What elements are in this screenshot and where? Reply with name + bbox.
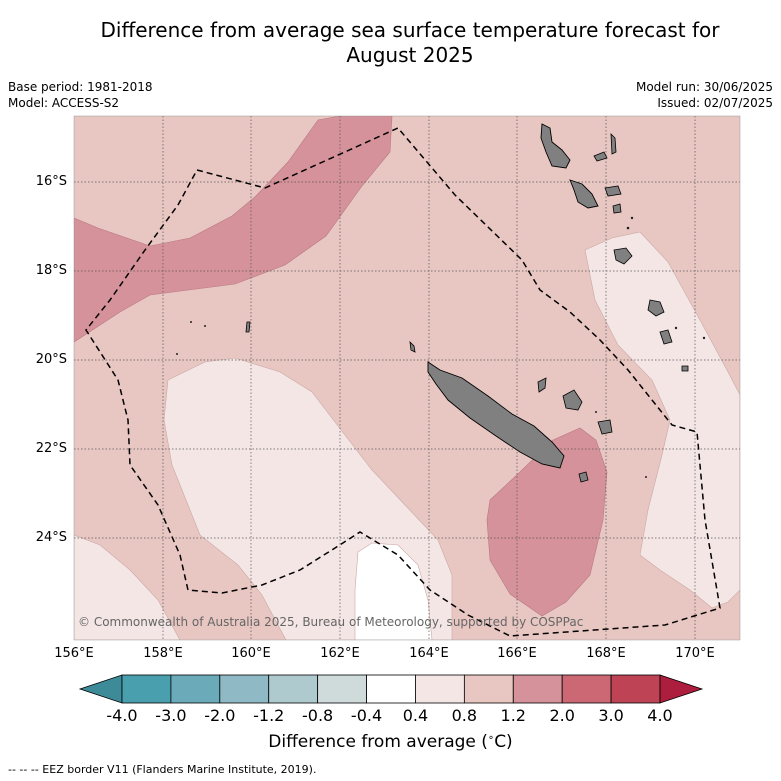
colorbar-tick-label: -0.8 xyxy=(302,706,334,725)
copyright-notice: © Commonwealth of Australia 2025, Bureau… xyxy=(78,615,583,629)
colorbar-segment xyxy=(415,674,465,704)
colorbar-segment xyxy=(366,674,416,704)
tiny-islet-3 xyxy=(702,336,706,340)
colorbar-tick-label: 0.8 xyxy=(451,706,478,725)
colorbar-label: Difference from average (∘C) xyxy=(268,732,513,752)
erromango-land xyxy=(647,299,665,317)
epi-land xyxy=(612,203,622,214)
tiny-islet-9 xyxy=(645,476,647,478)
colorbar-segment xyxy=(610,674,661,704)
colorbar-tick-label: -3.0 xyxy=(155,706,187,725)
meta-right: Model run: 30/06/2025 Issued: 02/07/2025 xyxy=(636,79,773,111)
colorbar-tick-label: 4.0 xyxy=(647,706,673,725)
colorbar-segment xyxy=(561,674,612,704)
colorbar-segment xyxy=(121,674,172,704)
colorbar-tick-label: 2.0 xyxy=(549,706,575,725)
lat-label-18s: 18°S xyxy=(35,263,67,278)
ouvea-land xyxy=(537,377,547,393)
lon-label-160e: 160°E xyxy=(231,646,271,661)
colorbar-tick-label: 1.2 xyxy=(500,706,526,725)
small-island-land xyxy=(245,321,251,333)
eez-legend-footer: -- -- -- EEZ border V11 (Flanders Marine… xyxy=(8,763,317,776)
lon-label-170e: 170°E xyxy=(675,646,715,661)
ambae-land xyxy=(593,151,608,162)
colorbar-segment xyxy=(463,674,514,704)
tiny-islet-7 xyxy=(176,353,178,355)
belep-land xyxy=(409,340,416,353)
lon-label-168e: 168°E xyxy=(586,646,626,661)
lat-label-16s: 16°S xyxy=(35,174,67,189)
lon-label-156e: 156°E xyxy=(54,646,94,661)
colorbar-over-arrow xyxy=(659,674,704,704)
colorbar-segment xyxy=(268,674,319,704)
anomaly-region-south-white xyxy=(354,542,433,640)
anomaly-region-east-light xyxy=(584,231,740,609)
graticule xyxy=(74,116,740,640)
lat-label-20s: 20°S xyxy=(35,352,67,367)
colorbar-segment xyxy=(317,674,367,704)
lon-label-158e: 158°E xyxy=(143,646,183,661)
lat-label-24s: 24°S xyxy=(35,530,67,545)
lon-label-166e: 166°E xyxy=(497,646,537,661)
colorbar-tick-label: -2.0 xyxy=(204,706,236,725)
model-name: Model: ACCESS-S2 xyxy=(8,96,120,110)
lat-label-22s: 22°S xyxy=(35,441,67,456)
chart-title: Difference from average sea surface temp… xyxy=(40,18,780,68)
colorbar-tick-label: -0.4 xyxy=(350,706,383,725)
title-line-2: August 2025 xyxy=(346,43,474,67)
anomaly-region-sw-light xyxy=(74,534,181,640)
title-line-1: Difference from average sea surface temp… xyxy=(100,18,720,42)
tiny-islet-5 xyxy=(190,321,192,323)
colorbar-segment xyxy=(170,674,221,704)
tiny-islet-8 xyxy=(595,411,597,413)
colorbar-tick-label: -4.0 xyxy=(106,706,138,725)
tanna-land xyxy=(659,329,673,345)
mare-land xyxy=(597,419,613,435)
colorbar xyxy=(78,674,704,704)
lifou-land xyxy=(562,389,583,411)
tiny-islet-1 xyxy=(626,226,630,230)
anomaly-region-north-band xyxy=(74,116,393,343)
eez-border xyxy=(85,127,721,637)
tiny-islet-2 xyxy=(674,326,678,330)
map-frame xyxy=(73,115,741,641)
tiny-islet-4 xyxy=(630,216,634,220)
pentecost-land xyxy=(610,132,617,155)
espiritu-santo-land xyxy=(540,123,571,169)
colorbar-tick-label: -1.2 xyxy=(253,706,285,725)
lon-label-162e: 162°E xyxy=(320,646,360,661)
efate-land xyxy=(613,247,633,265)
lon-label-164e: 164°E xyxy=(409,646,449,661)
colorbar-segment xyxy=(219,674,270,704)
colorbar-tick-label: 0.4 xyxy=(402,706,429,725)
colorbar-tick-label: 3.0 xyxy=(598,706,624,725)
new-caledonia-land xyxy=(427,361,565,469)
colorbar-segment xyxy=(512,674,563,704)
meta-left: Base period: 1981-2018 Model: ACCESS-S2 xyxy=(8,79,153,111)
malakula-land xyxy=(569,179,599,209)
colorbar-under-arrow xyxy=(78,674,123,704)
base-period: Base period: 1981-2018 xyxy=(8,80,153,94)
isle-of-pines-land xyxy=(578,471,589,483)
model-run: Model run: 30/06/2025 xyxy=(635,80,773,94)
ambrym-land xyxy=(604,185,622,197)
aneityum-land xyxy=(681,365,689,372)
map-area xyxy=(74,116,740,640)
issued-date: Issued: 02/07/2025 xyxy=(657,96,773,110)
tiny-islet-6 xyxy=(204,325,206,327)
